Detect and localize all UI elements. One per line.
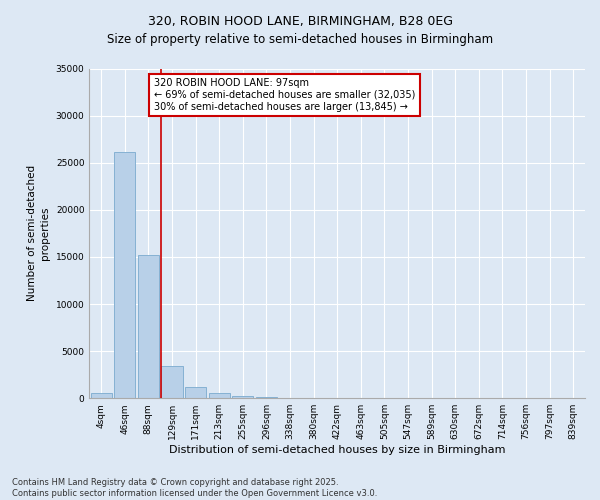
Bar [138,255,159,398]
Bar [209,392,230,398]
Bar [232,396,253,398]
Text: Size of property relative to semi-detached houses in Birmingham: Size of property relative to semi-detach… [107,32,493,46]
Text: 320 ROBIN HOOD LANE: 97sqm
← 69% of semi-detached houses are smaller (32,035)
30: 320 ROBIN HOOD LANE: 97sqm ← 69% of semi… [154,78,415,112]
Text: 320, ROBIN HOOD LANE, BIRMINGHAM, B28 0EG: 320, ROBIN HOOD LANE, BIRMINGHAM, B28 0E… [148,15,452,28]
Bar [114,152,136,398]
X-axis label: Distribution of semi-detached houses by size in Birmingham: Distribution of semi-detached houses by … [169,445,505,455]
Bar [161,366,182,398]
Text: Contains HM Land Registry data © Crown copyright and database right 2025.
Contai: Contains HM Land Registry data © Crown c… [12,478,377,498]
Bar [91,394,112,398]
Bar [185,387,206,398]
Y-axis label: Number of semi-detached
properties: Number of semi-detached properties [27,166,50,302]
